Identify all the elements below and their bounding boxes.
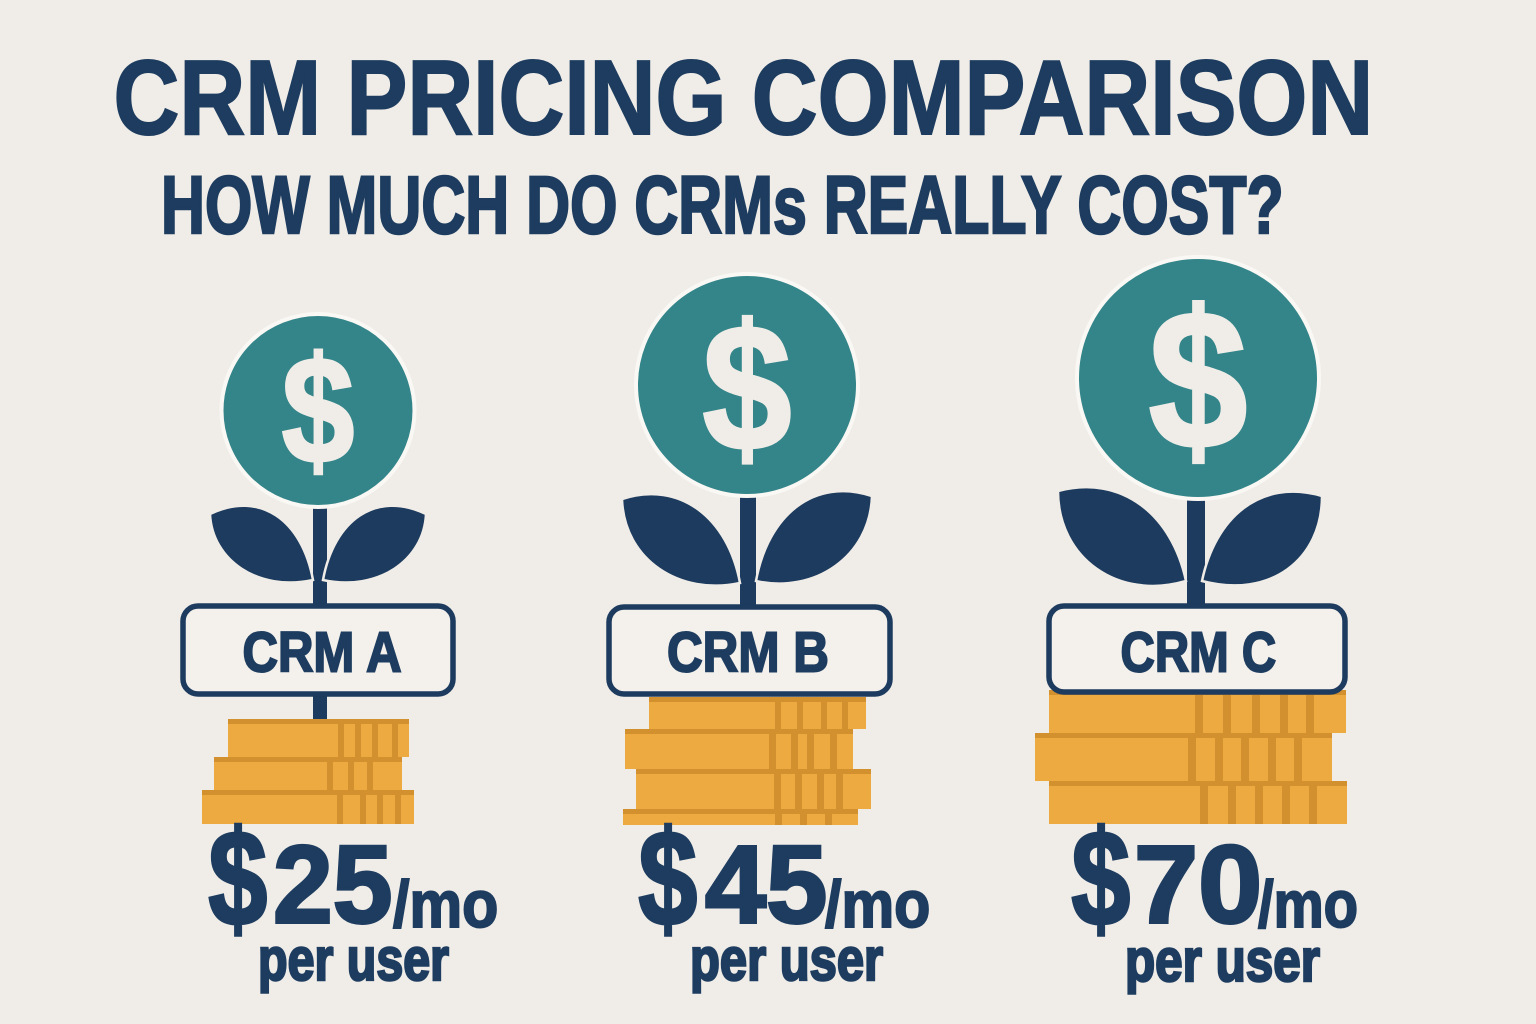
svg-text:$: $ xyxy=(282,325,355,494)
svg-text:per user: per user xyxy=(1125,926,1320,994)
svg-text:45: 45 xyxy=(705,824,827,947)
svg-text:$: $ xyxy=(208,803,267,955)
svg-text:$: $ xyxy=(702,288,791,489)
svg-text:per user: per user xyxy=(690,925,883,993)
svg-text:HOW MUCH DO CRMs REALLY COST?: HOW MUCH DO CRMs REALLY COST? xyxy=(161,160,1284,251)
svg-text:$: $ xyxy=(638,803,697,955)
svg-text:$: $ xyxy=(1071,803,1130,955)
svg-text:CRM B: CRM B xyxy=(667,621,829,684)
svg-text:$: $ xyxy=(1149,270,1248,490)
svg-text:25: 25 xyxy=(273,824,392,946)
svg-text:per user: per user xyxy=(258,926,449,993)
svg-text:/mo: /mo xyxy=(825,868,930,942)
svg-text:CRM C: CRM C xyxy=(1121,622,1277,685)
svg-text:CRM A: CRM A xyxy=(243,621,402,684)
svg-text:/mo: /mo xyxy=(393,868,498,942)
svg-text:70: 70 xyxy=(1134,823,1262,946)
svg-text:/mo: /mo xyxy=(1258,867,1358,941)
svg-text:CRM PRICING COMPARISON: CRM PRICING COMPARISON xyxy=(114,38,1374,157)
